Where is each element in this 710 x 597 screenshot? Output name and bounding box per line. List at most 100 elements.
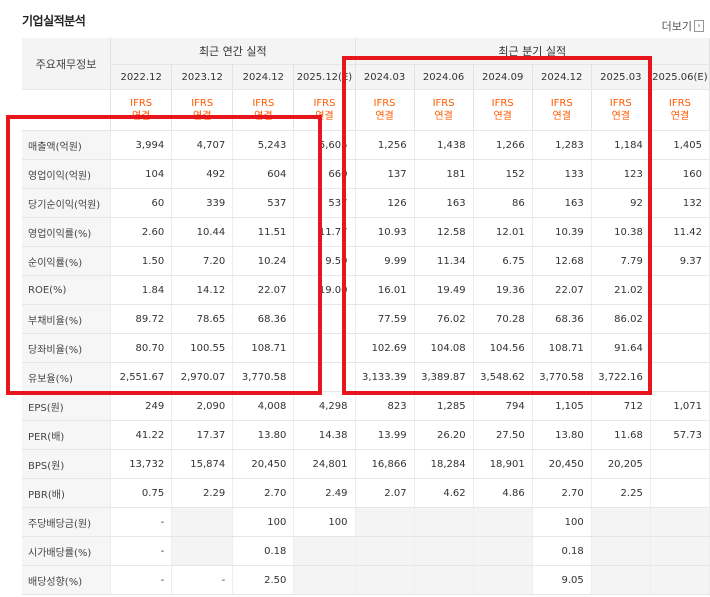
ifrs-label: IFRS 연결 bbox=[650, 89, 710, 131]
row-label: 순이익률(%) bbox=[22, 246, 112, 276]
page-title: 기업실적분석 bbox=[22, 14, 86, 28]
table-row: 매출액(억원) 3,994 4,707 5,243 5,605 1,256 1,438 1,2… bbox=[22, 130, 710, 160]
more-link[interactable]: 더보기 › bbox=[662, 18, 704, 34]
annual-value-cell: 2.60 bbox=[110, 217, 173, 247]
quarter-value-cell: 10.38 bbox=[591, 217, 651, 247]
quarter-value-cell: 27.50 bbox=[473, 420, 533, 450]
quarter-value-cell: 16.01 bbox=[354, 275, 415, 305]
annual-value-cell: 2.50 bbox=[232, 565, 295, 595]
quarter-value-cell: 1,184 bbox=[591, 130, 651, 160]
quarter-value-cell: 6.75 bbox=[473, 246, 533, 276]
annual-value-cell: 1.50 bbox=[110, 246, 173, 276]
quarter-value-cell: 1,071 bbox=[650, 391, 710, 421]
annual-value-cell: 100 bbox=[293, 507, 356, 537]
annual-value-cell: 0.75 bbox=[110, 478, 173, 508]
annual-value-cell bbox=[293, 362, 356, 392]
ifrs-standard: IFRS bbox=[252, 98, 275, 109]
table-row: PBR(배) 0.75 2.29 2.70 2.49 2.07 4.62 4.86 2.70 2.… bbox=[22, 478, 710, 508]
quarter-value-cell: 2.70 bbox=[532, 478, 592, 508]
row-label: 주당배당금(원) bbox=[22, 507, 112, 537]
quarter-value-cell: 12.58 bbox=[414, 217, 474, 247]
ifrs-label: IFRS 연결 bbox=[591, 89, 651, 131]
more-label: 더보기 bbox=[661, 20, 692, 33]
table-row: ROE(%) 1.84 14.12 22.07 19.00 16.01 19.49 19.36… bbox=[22, 275, 710, 305]
annual-value-cell: 3,770.58 bbox=[232, 362, 295, 392]
annual-value-cell: 80.70 bbox=[110, 333, 173, 363]
row-label: 배당성향(%) bbox=[22, 565, 112, 595]
quarter-value-cell bbox=[414, 536, 474, 566]
quarter-value-cell: 11.68 bbox=[591, 420, 651, 450]
row-label: PBR(배) bbox=[22, 478, 112, 508]
quarter-value-cell: 18,901 bbox=[473, 449, 533, 479]
quarter-value-cell: 163 bbox=[532, 188, 592, 218]
quarter-value-cell: 104.08 bbox=[414, 333, 474, 363]
quarter-value-cell bbox=[591, 565, 651, 595]
quarter-value-cell: 3,548.62 bbox=[473, 362, 533, 392]
ifrs-label: IFRS 연결 bbox=[232, 89, 295, 131]
period-header: 2023.12 bbox=[171, 64, 234, 90]
quarter-value-cell: 7.79 bbox=[591, 246, 651, 276]
row-label: ROE(%) bbox=[22, 275, 112, 305]
ifrs-consolidated: 연결 bbox=[254, 111, 273, 122]
annual-group-header: 최근 연간 실적 bbox=[110, 38, 356, 65]
quarter-value-cell: 10.93 bbox=[354, 217, 415, 247]
table-row: 주당배당금(원) -100 100 100 bbox=[22, 507, 710, 537]
annual-value-cell: 24,801 bbox=[293, 449, 356, 479]
annual-value-cell: 15,874 bbox=[171, 449, 234, 479]
quarter-value-cell: 4.62 bbox=[414, 478, 474, 508]
annual-value-cell: 339 bbox=[171, 188, 234, 218]
quarter-value-cell: 92 bbox=[591, 188, 651, 218]
quarter-value-cell: 3,389.87 bbox=[414, 362, 474, 392]
table-row: BPS(원) 13,732 15,874 20,450 24,801 16,866 18,2… bbox=[22, 449, 710, 479]
quarter-value-cell: 3,133.39 bbox=[354, 362, 415, 392]
ifrs-label: IFRS 연결 bbox=[171, 89, 234, 131]
annual-value-cell: 4,707 bbox=[171, 130, 234, 160]
annual-value-cell: 14.38 bbox=[293, 420, 356, 450]
ifrs-label: IFRS 연결 bbox=[354, 89, 415, 131]
annual-value-cell: 2.29 bbox=[171, 478, 234, 508]
quarter-value-cell: 123 bbox=[591, 159, 651, 189]
quarter-value-cell: 70.28 bbox=[473, 304, 533, 334]
ifrs-label: IFRS 연결 bbox=[532, 89, 592, 131]
quarter-value-cell: 152 bbox=[473, 159, 533, 189]
quarter-value-cell: 1,256 bbox=[354, 130, 415, 160]
ifrs-standard: IFRS bbox=[373, 98, 396, 109]
quarter-value-cell: 22.07 bbox=[532, 275, 592, 305]
ifrs-label: IFRS 연결 bbox=[110, 89, 173, 131]
quarter-value-cell bbox=[650, 333, 710, 363]
period-header: 2024.09 bbox=[473, 64, 533, 90]
ifrs-standard: IFRS bbox=[432, 98, 455, 109]
quarter-value-cell: 20,450 bbox=[532, 449, 592, 479]
quarter-value-cell bbox=[414, 565, 474, 595]
quarter-value-cell: 11.42 bbox=[650, 217, 710, 247]
chevron-right-icon: › bbox=[694, 20, 704, 32]
quarter-value-cell bbox=[650, 304, 710, 334]
annual-value-cell: 10.44 bbox=[171, 217, 234, 247]
quarter-value-cell bbox=[650, 478, 710, 508]
annual-value-cell: 249 bbox=[110, 391, 173, 421]
annual-value-cell: 2,551.67 bbox=[110, 362, 173, 392]
quarter-value-cell: 11.34 bbox=[414, 246, 474, 276]
quarter-value-cell: 76.02 bbox=[414, 304, 474, 334]
quarter-value-cell: 133 bbox=[532, 159, 592, 189]
row-label: EPS(원) bbox=[22, 391, 112, 421]
label-column-spacer bbox=[22, 89, 112, 131]
quarter-value-cell: 2.25 bbox=[591, 478, 651, 508]
row-label: PER(배) bbox=[22, 420, 112, 450]
ifrs-consolidated: 연결 bbox=[315, 111, 334, 122]
table-row: PER(배) 41.22 17.37 13.80 14.38 13.99 26.20 27.5… bbox=[22, 420, 710, 450]
quarter-value-cell: 68.36 bbox=[532, 304, 592, 334]
table-row: 순이익률(%) 1.50 7.20 10.24 9.59 9.99 11.34 6.75 12.… bbox=[22, 246, 710, 276]
annual-value-cell: 537 bbox=[232, 188, 295, 218]
quarter-value-cell bbox=[591, 536, 651, 566]
quarter-value-cell: 77.59 bbox=[354, 304, 415, 334]
annual-value-cell bbox=[171, 536, 234, 566]
ifrs-consolidated: 연결 bbox=[131, 111, 151, 122]
row-label: 부채비율(%) bbox=[22, 304, 112, 334]
quarter-value-cell: 86 bbox=[473, 188, 533, 218]
quarter-value-cell: 12.01 bbox=[473, 217, 533, 247]
annual-value-cell: 68.36 bbox=[232, 304, 295, 334]
quarter-value-cell bbox=[473, 536, 533, 566]
quarter-value-cell: 1,266 bbox=[473, 130, 533, 160]
quarter-value-cell: 1,405 bbox=[650, 130, 710, 160]
